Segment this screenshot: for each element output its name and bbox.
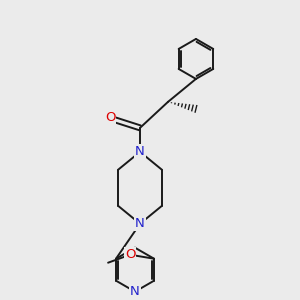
Text: O: O [105,111,115,124]
Text: N: N [135,217,145,230]
Text: O: O [125,248,135,261]
Text: N: N [135,145,145,158]
Text: N: N [130,285,140,298]
